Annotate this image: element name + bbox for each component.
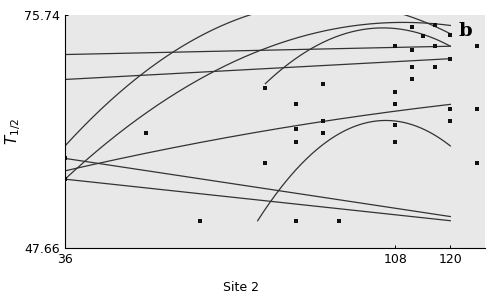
Text: Site 2: Site 2 <box>224 281 260 294</box>
Y-axis label: $T_{1/2}$: $T_{1/2}$ <box>3 118 23 145</box>
Text: b: b <box>459 22 472 40</box>
